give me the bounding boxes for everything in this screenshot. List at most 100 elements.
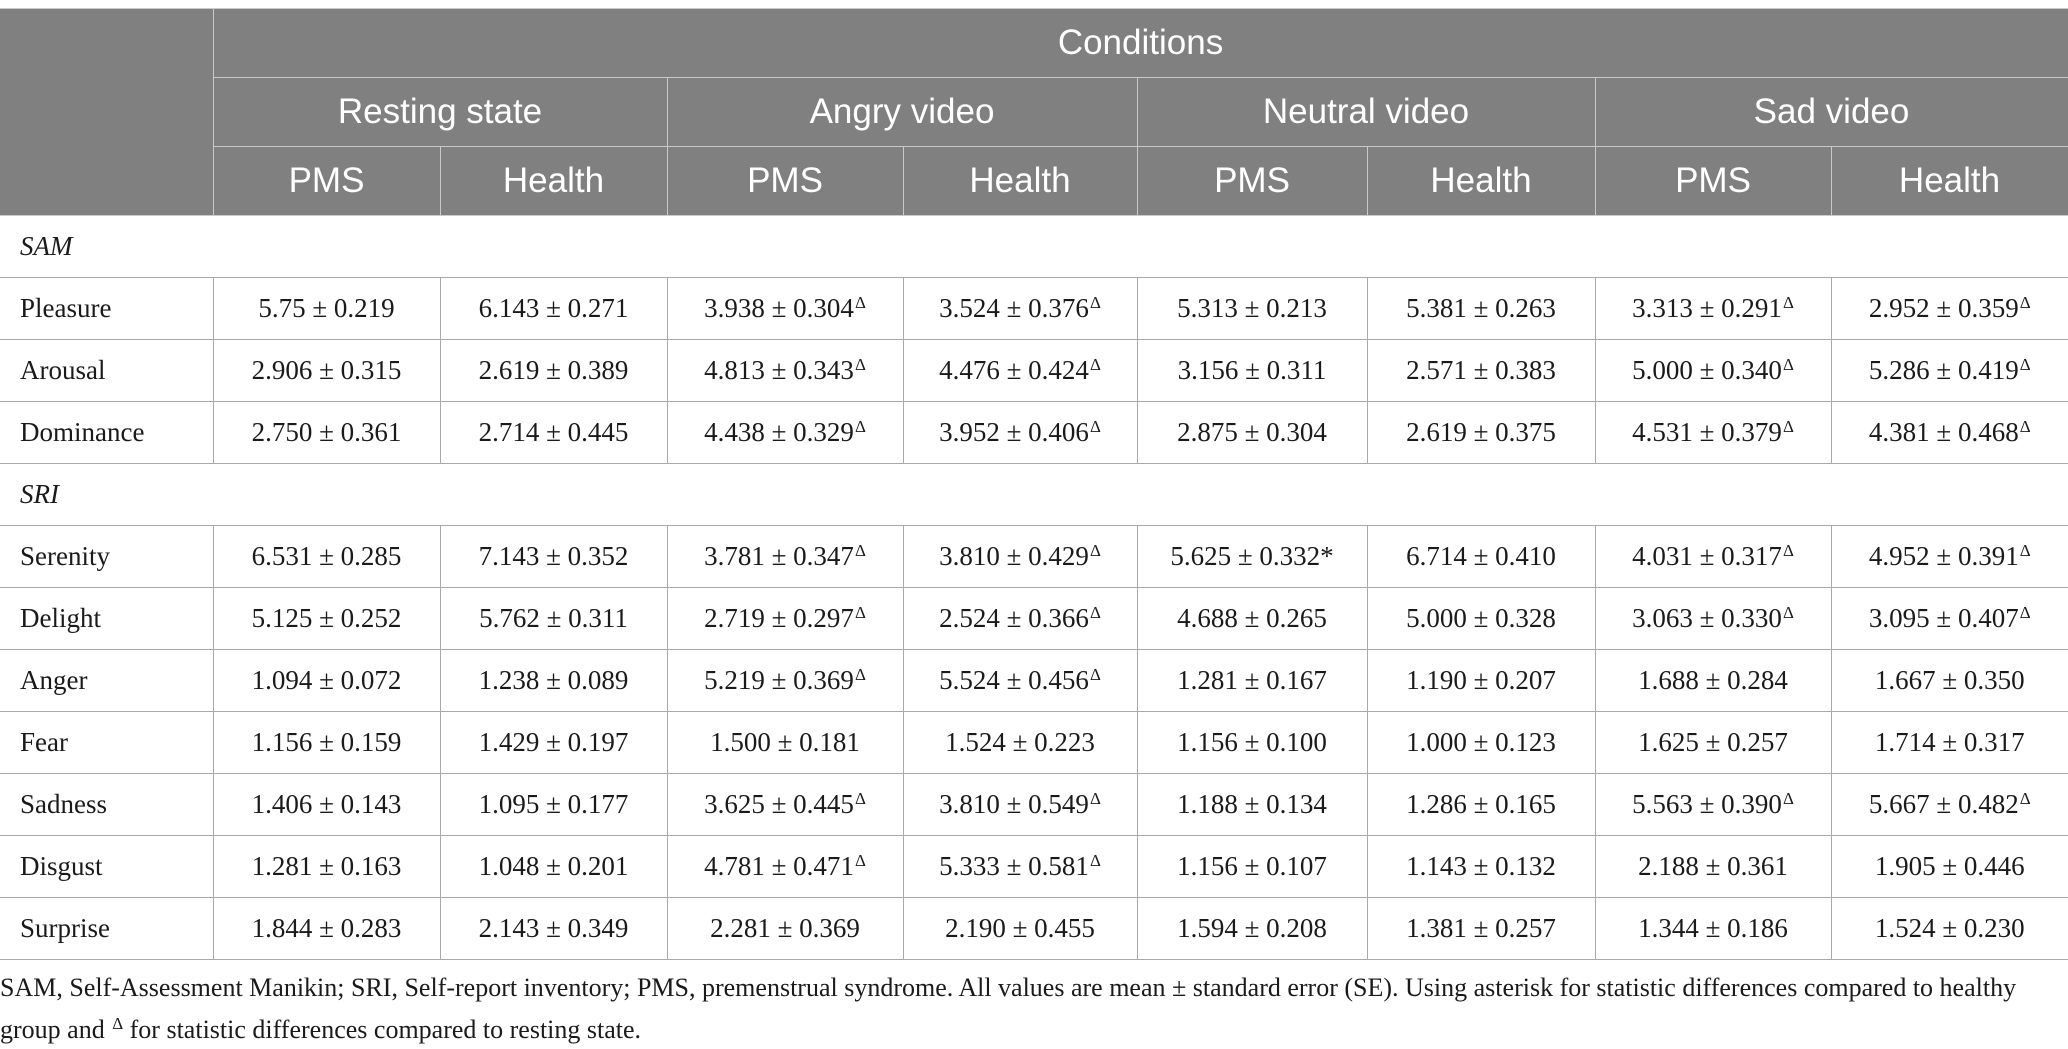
table-cell: 1.190 ± 0.207 bbox=[1366, 649, 1596, 712]
cell-value: 4.381 ± 0.468 bbox=[1868, 417, 2019, 447]
header-subgroup: Health bbox=[902, 146, 1138, 216]
cell-value: 5.219 ± 0.369 bbox=[704, 665, 854, 695]
table-container: Conditions Resting state Angry video Neutr… bbox=[0, 8, 2068, 960]
table-cell: 1.500 ± 0.181 bbox=[666, 711, 904, 774]
header-subgroup: Health bbox=[1830, 146, 2068, 216]
cell-value: 5.333 ± 0.581 bbox=[939, 851, 1089, 881]
row-label: Delight bbox=[0, 587, 214, 650]
table-cell: 1.406 ± 0.143 bbox=[212, 773, 441, 836]
table-row: Dominance 2.750 ± 0.361 2.714 ± 0.445 4.438… bbox=[0, 401, 2068, 464]
cell-value: 1.156 ± 0.159 bbox=[251, 727, 402, 757]
table-cell: 3.095 ± 0.407Δ bbox=[1830, 587, 2068, 650]
table-cell: 2.719 ± 0.297Δ bbox=[666, 587, 904, 650]
table-cell: 1.429 ± 0.197 bbox=[439, 711, 668, 774]
table-cell: 1.000 ± 0.123 bbox=[1366, 711, 1596, 774]
cell-value: 2.619 ± 0.389 bbox=[478, 355, 629, 385]
cell-value: 1.406 ± 0.143 bbox=[251, 789, 402, 819]
delta-mark: Δ bbox=[1782, 789, 1794, 808]
cell-value: 3.313 ± 0.291 bbox=[1632, 293, 1782, 323]
table-cell: 5.219 ± 0.369Δ bbox=[666, 649, 904, 712]
cell-value: 4.531 ± 0.379 bbox=[1632, 417, 1782, 447]
cell-value: 5.313 ± 0.213 bbox=[1177, 293, 1327, 323]
cell-value: 3.625 ± 0.445 bbox=[704, 789, 854, 819]
header-corner bbox=[0, 8, 214, 216]
table-cell: 4.438 ± 0.329Δ bbox=[666, 401, 904, 464]
cell-value: 2.619 ± 0.375 bbox=[1406, 417, 1556, 447]
cell-value: 1.238 ± 0.089 bbox=[478, 665, 629, 695]
table-cell: 1.594 ± 0.208 bbox=[1136, 897, 1368, 960]
table-row: Disgust 1.281 ± 0.163 1.048 ± 0.201 4.781 ±… bbox=[0, 835, 2068, 898]
delta-mark: Δ bbox=[1782, 355, 1794, 374]
table-cell: 4.781 ± 0.471Δ bbox=[666, 835, 904, 898]
cell-value: 2.281 ± 0.369 bbox=[710, 913, 860, 943]
header-subgroup-row: PMS Health PMS Health PMS Health PMS Health bbox=[0, 146, 2068, 216]
cell-value: 5.286 ± 0.419 bbox=[1868, 355, 2019, 385]
cell-value: 5.125 ± 0.252 bbox=[251, 603, 402, 633]
header-subgroup: PMS bbox=[1594, 146, 1832, 216]
header-condition: Neutral video bbox=[1136, 77, 1596, 147]
cell-value: 1.667 ± 0.350 bbox=[1874, 665, 2025, 695]
cell-value: 1.594 ± 0.208 bbox=[1177, 913, 1327, 943]
cell-value: 4.688 ± 0.265 bbox=[1177, 603, 1327, 633]
table-cell: 3.524 ± 0.376Δ bbox=[902, 277, 1138, 340]
table-cell: 3.810 ± 0.549Δ bbox=[902, 773, 1138, 836]
delta-mark: Δ bbox=[854, 355, 866, 374]
delta-mark: Δ bbox=[854, 293, 866, 312]
row-label: Pleasure bbox=[0, 277, 214, 340]
table-cell: 4.531 ± 0.379Δ bbox=[1594, 401, 1832, 464]
cell-value: 1.286 ± 0.165 bbox=[1406, 789, 1556, 819]
delta-mark: Δ bbox=[854, 665, 866, 684]
table-cell: 1.625 ± 0.257 bbox=[1594, 711, 1832, 774]
delta-mark: Δ bbox=[854, 789, 866, 808]
section-title: SRI bbox=[0, 463, 2068, 526]
cell-value: 1.524 ± 0.223 bbox=[945, 727, 1095, 757]
cell-value: 5.75 ± 0.219 bbox=[258, 293, 395, 323]
table-cell: 3.156 ± 0.311 bbox=[1136, 339, 1368, 402]
delta-mark: Δ bbox=[1089, 355, 1101, 374]
header-condition: Angry video bbox=[666, 77, 1138, 147]
table-cell: 2.190 ± 0.455 bbox=[902, 897, 1138, 960]
table-cell: 2.952 ± 0.359Δ bbox=[1830, 277, 2068, 340]
cell-value: 5.381 ± 0.263 bbox=[1406, 293, 1556, 323]
cell-value: 1.625 ± 0.257 bbox=[1638, 727, 1788, 757]
section-title: SAM bbox=[0, 215, 2068, 278]
delta-mark: Δ bbox=[2019, 417, 2031, 436]
footnote-text-post: for statistic differences compared to re… bbox=[123, 1015, 642, 1044]
table-cell: 1.688 ± 0.284 bbox=[1594, 649, 1832, 712]
header-condition: Resting state bbox=[212, 77, 668, 147]
row-label: Sadness bbox=[0, 773, 214, 836]
results-table: Conditions Resting state Angry video Neutr… bbox=[0, 8, 2068, 960]
cell-value: 2.190 ± 0.455 bbox=[945, 913, 1095, 943]
row-label: Serenity bbox=[0, 525, 214, 588]
cell-value: 5.667 ± 0.482 bbox=[1868, 789, 2019, 819]
cell-value: 5.000 ± 0.340 bbox=[1632, 355, 1782, 385]
cell-value: 1.905 ± 0.446 bbox=[1874, 851, 2025, 881]
cell-value: 1.688 ± 0.284 bbox=[1638, 665, 1788, 695]
table-row: Pleasure 5.75 ± 0.219 6.143 ± 0.271 3.938 ±… bbox=[0, 277, 2068, 340]
delta-mark: Δ bbox=[1089, 417, 1101, 436]
cell-value: 4.438 ± 0.329 bbox=[704, 417, 854, 447]
cell-value: 3.156 ± 0.311 bbox=[1177, 355, 1327, 385]
cell-value: 3.810 ± 0.549 bbox=[939, 789, 1089, 819]
row-label: Surprise bbox=[0, 897, 214, 960]
table-footnote: SAM, Self-Assessment Manikin; SRI, Self-… bbox=[0, 970, 2060, 1048]
cell-value: 3.952 ± 0.406 bbox=[939, 417, 1089, 447]
cell-value: 6.531 ± 0.285 bbox=[251, 541, 402, 571]
delta-mark: Δ bbox=[112, 1014, 124, 1033]
cell-value: 1.188 ± 0.134 bbox=[1177, 789, 1327, 819]
cell-value: 1.524 ± 0.230 bbox=[1874, 913, 2025, 943]
delta-mark: Δ bbox=[2019, 541, 2031, 560]
table-cell: 1.381 ± 0.257 bbox=[1366, 897, 1596, 960]
cell-value: 5.524 ± 0.456 bbox=[939, 665, 1089, 695]
table-cell: 1.048 ± 0.201 bbox=[439, 835, 668, 898]
delta-mark: Δ bbox=[854, 851, 866, 870]
table-cell: 1.095 ± 0.177 bbox=[439, 773, 668, 836]
table-cell: 5.667 ± 0.482Δ bbox=[1830, 773, 2068, 836]
delta-mark: Δ bbox=[2019, 293, 2031, 312]
table-cell: 2.281 ± 0.369 bbox=[666, 897, 904, 960]
table-cell: 3.938 ± 0.304Δ bbox=[666, 277, 904, 340]
table-cell: 2.750 ± 0.361 bbox=[212, 401, 441, 464]
delta-mark: Δ bbox=[1782, 541, 1794, 560]
table-cell: 1.524 ± 0.230 bbox=[1830, 897, 2068, 960]
table-cell: 2.906 ± 0.315 bbox=[212, 339, 441, 402]
